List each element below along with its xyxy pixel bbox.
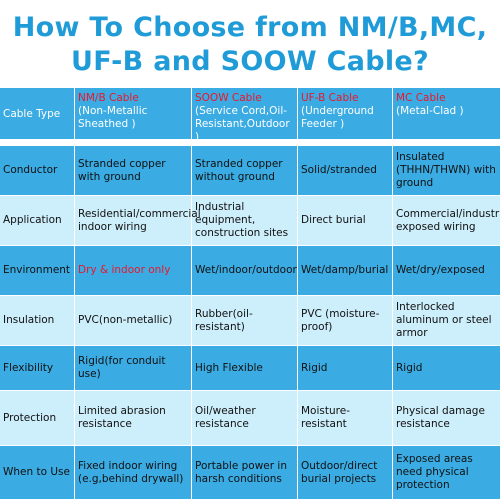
row-label: When to Use bbox=[0, 446, 75, 500]
table-cell: Exposed areas need physical protection bbox=[393, 446, 500, 500]
table-cell: Industrial equipment, construction sites bbox=[192, 196, 298, 246]
table-cell: Residential/commercial indoor wiring bbox=[75, 196, 201, 246]
cable-name: UF-B Cable bbox=[301, 92, 359, 104]
cable-desc: (Underground Feeder ) bbox=[301, 105, 374, 130]
table-cell: Stranded copper without ground bbox=[192, 146, 298, 196]
table-cell: Portable power in harsh conditions bbox=[192, 446, 298, 500]
table-cell: High Flexible bbox=[192, 346, 298, 391]
cable-name: SOOW Cable bbox=[195, 92, 262, 104]
table-cell: Wet/damp/burial bbox=[298, 246, 393, 296]
cable-desc: (Metal-Clad ) bbox=[396, 105, 464, 117]
row-label: Protection bbox=[0, 391, 75, 446]
table-row: Application Residential/commercial indoor… bbox=[0, 196, 500, 246]
table-cell: Wet/indoor/outdoor bbox=[192, 246, 298, 296]
row-label: Application bbox=[0, 196, 75, 246]
cable-desc: (Non-Metallic Sheathed ) bbox=[78, 105, 148, 130]
table-row: Environment Dry & indoor only Wet/indoor/o… bbox=[0, 246, 500, 296]
table-cell: Rigid(for conduit use) bbox=[75, 346, 192, 391]
cable-desc: (Service Cord,Oil-Resistant,Outdoor ) bbox=[195, 105, 290, 143]
cable-name: NM/B Cable bbox=[78, 92, 139, 104]
header-cell: MC Cable (Metal-Clad ) bbox=[393, 88, 500, 140]
table-cell: Oil/weather resistance bbox=[192, 391, 298, 446]
header-cell: UF-B Cable (Underground Feeder ) bbox=[298, 88, 393, 140]
table-row: Conductor Stranded copper with ground Stra… bbox=[0, 146, 500, 196]
row-label: Environment bbox=[0, 246, 75, 296]
table-row: Flexibility Rigid(for conduit use) High Fl… bbox=[0, 346, 500, 391]
table-cell: Moisture-resistant bbox=[298, 391, 393, 446]
table-cell: Wet/dry/exposed bbox=[393, 246, 500, 296]
header-cell: SOOW Cable (Service Cord,Oil-Resistant,Ou… bbox=[192, 88, 298, 143]
table-cell: Rigid bbox=[393, 346, 500, 391]
title-line: How To Choose from NM/B,MC, bbox=[12, 12, 488, 43]
table-row: Protection Limited abrasion resistance Oil… bbox=[0, 391, 500, 446]
table-cell: Dry & indoor only bbox=[75, 246, 192, 296]
header-cell: Cable Type bbox=[0, 88, 75, 140]
row-label: Conductor bbox=[0, 146, 75, 196]
table-cell: Outdoor/direct burial projects bbox=[298, 446, 393, 500]
table-cell: Rubber(oil-resistant) bbox=[192, 296, 298, 346]
header-cell: NM/B Cable (Non-Metallic Sheathed ) bbox=[75, 88, 192, 140]
header-row: Cable Type NM/B Cable (Non-Metallic Sheat… bbox=[0, 88, 500, 143]
table-cell: Commercial/industrial exposed wiring bbox=[393, 196, 500, 246]
cable-name: MC Cable bbox=[396, 92, 446, 104]
table-cell: Solid/stranded bbox=[298, 146, 393, 196]
table-row: When to Use Fixed indoor wiring (e.g,behi… bbox=[0, 446, 500, 500]
table-row: Insulation PVC(non-metallic) Rubber(oil-re… bbox=[0, 296, 500, 346]
row-label: Flexibility bbox=[0, 346, 75, 391]
table-cell: Direct burial bbox=[298, 196, 393, 246]
table-cell: Physical damage resistance bbox=[393, 391, 500, 446]
table-cell: Limited abrasion resistance bbox=[75, 391, 192, 446]
title-line: UF-B and SOOW Cable? bbox=[70, 46, 429, 77]
table-cell: Rigid bbox=[298, 346, 393, 391]
row-label: Insulation bbox=[0, 296, 75, 346]
table-cell: Fixed indoor wiring (e.g,behind drywall) bbox=[75, 446, 192, 500]
table-cell: PVC (moisture-proof) bbox=[298, 296, 393, 346]
table-cell: PVC(non-metallic) bbox=[75, 296, 192, 346]
table-cell: Interlocked aluminum or steel armor bbox=[393, 296, 500, 346]
table-cell: Insulated (THHN/THWN) with ground bbox=[393, 146, 500, 196]
table-cell: Stranded copper with ground bbox=[75, 146, 192, 196]
